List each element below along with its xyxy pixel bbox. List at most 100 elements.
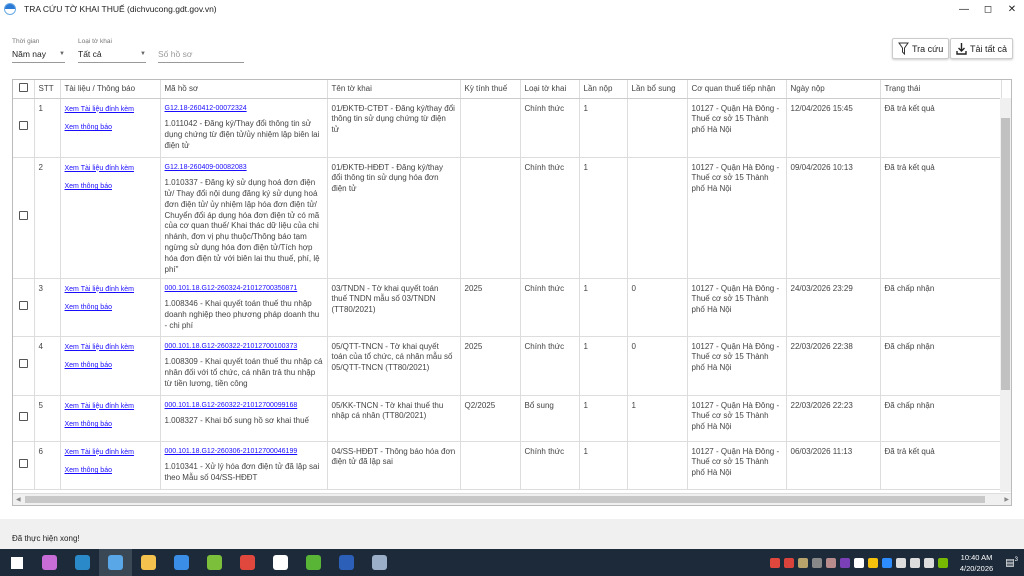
record-code-link[interactable]: 000.101.18.G12-260322-21012700100373 (164, 342, 298, 350)
cell-office: 10127 - Quận Hà Đông - Thuế cơ sở 15 Thà… (687, 157, 787, 279)
onenote-icon[interactable] (839, 557, 850, 568)
taskbar-app[interactable] (33, 549, 66, 576)
row-checkbox[interactable] (18, 458, 28, 468)
column-header[interactable]: Tên tờ khai (327, 80, 461, 99)
view-attachment-link[interactable]: Xem Tài liệu đính kèm (64, 285, 135, 293)
scroll-left-icon[interactable]: ◀ (16, 497, 21, 503)
vivaldi-icon[interactable] (783, 557, 794, 568)
status-message: Đã thực hiện xong! (12, 534, 80, 543)
app-tray2-icon[interactable] (825, 557, 836, 568)
zoom-icon[interactable] (881, 557, 892, 568)
row-checkbox[interactable] (18, 411, 28, 421)
table-row[interactable]: 5 Xem Tài liệu đính kèm Xem thông báo 000.1… (13, 395, 1002, 442)
taskbar-app[interactable] (297, 549, 330, 576)
view-notice-link[interactable]: Xem thông báo (64, 183, 112, 191)
taskbar-app[interactable] (264, 549, 297, 576)
column-header[interactable]: Mã hồ sơ (160, 80, 328, 99)
battery-icon[interactable] (895, 557, 906, 568)
cell-date: 22/03/2026 22:23 (786, 395, 881, 442)
view-attachment-link[interactable]: Xem Tài liệu đính kèm (64, 402, 135, 410)
view-notice-link[interactable]: Xem thông báo (64, 421, 112, 429)
view-notice-link[interactable]: Xem thông báo (64, 124, 112, 132)
record-code-link[interactable]: G12.18-260412-00072324 (164, 104, 247, 112)
column-header[interactable]: Lần bổ sung (627, 80, 688, 99)
table-row[interactable]: 6 Xem Tài liệu đính kèm Xem thông báo 000.1… (13, 441, 1002, 490)
record-code-link[interactable]: 000.101.18.G12-260324-21012700350871 (164, 284, 298, 292)
row-checkbox[interactable] (18, 300, 28, 310)
type-filter-label: Loại tờ khai (78, 38, 112, 45)
network-off-icon[interactable] (811, 557, 822, 568)
close-button[interactable]: ✕ (1007, 3, 1017, 15)
procedure-text: 1.008346 - Khai quyết toán thuế thu nhập… (164, 299, 320, 330)
column-header[interactable]: STT (34, 80, 61, 99)
record-code-link[interactable]: 000.101.18.G12-260322-21012700099168 (164, 401, 298, 409)
search-button[interactable]: Tra cứu (892, 38, 950, 59)
vertical-scrollbar[interactable] (1000, 98, 1011, 492)
row-stt: 5 (34, 395, 61, 442)
record-code-link[interactable]: G12.18-260409-00082083 (164, 163, 247, 171)
taskbar-app[interactable] (330, 549, 363, 576)
minimize-button[interactable]: — (959, 3, 969, 15)
taskbar-app[interactable] (198, 549, 231, 576)
table-row[interactable]: 1 Xem Tài liệu đính kèm Xem thông báo G12.1… (13, 98, 1002, 158)
view-attachment-link[interactable]: Xem Tài liệu đính kèm (64, 448, 135, 456)
record-number-input[interactable]: Số hồ sơ (158, 38, 244, 63)
vertical-scroll-thumb[interactable] (1001, 118, 1010, 390)
cell-submit-no: 1 (579, 395, 628, 442)
row-checkbox[interactable] (18, 359, 28, 369)
maximize-button[interactable]: ◻ (983, 3, 993, 15)
cell-type: Chính thức (520, 336, 580, 396)
column-header[interactable]: Trạng thái (880, 80, 1002, 99)
scroll-right-icon[interactable]: ▶ (1004, 497, 1009, 503)
cell-period (460, 157, 521, 279)
taskbar-app[interactable] (66, 549, 99, 576)
view-attachment-link[interactable]: Xem Tài liệu đính kèm (64, 343, 135, 351)
taskbar-app[interactable] (99, 549, 132, 576)
outlook-icon[interactable] (769, 557, 780, 568)
row-stt: 4 (34, 336, 61, 396)
app-tray-icon[interactable] (797, 557, 808, 568)
taskbar-app[interactable] (231, 549, 264, 576)
nvidia-icon[interactable] (937, 557, 948, 568)
table-row[interactable]: 2 Xem Tài liệu đính kèm Xem thông báo G12.1… (13, 157, 1002, 279)
type-filter[interactable]: Loại tờ khai Tất cả ▼ (78, 38, 146, 63)
google-drive-icon[interactable] (867, 557, 878, 568)
column-header[interactable]: Cơ quan thuế tiếp nhận (687, 80, 787, 99)
cell-period: Q2/2025 (460, 395, 521, 442)
taskbar-app[interactable] (132, 549, 165, 576)
taskbar-app[interactable] (363, 549, 396, 576)
notification-icon[interactable]: ▤3 (1005, 556, 1018, 569)
select-all-checkbox[interactable] (18, 83, 28, 93)
table-row[interactable]: 3 Xem Tài liệu đính kèm Xem thông báo 000.1… (13, 278, 1002, 337)
row-checkbox[interactable] (18, 121, 28, 131)
view-attachment-link[interactable]: Xem Tài liệu đính kèm (64, 164, 135, 172)
clock[interactable]: 10:40 AM 4/20/2026 (960, 552, 993, 574)
dropbox-icon[interactable] (853, 557, 864, 568)
view-notice-link[interactable]: Xem thông báo (64, 362, 112, 370)
chrome-icon (240, 555, 255, 570)
time-filter[interactable]: Thời gian Năm nay ▼ (12, 38, 65, 63)
procedure-text: 1.008309 - Khai quyết toán thuế thu nhập… (164, 357, 323, 388)
cell-supplement-no (627, 157, 688, 279)
table-row[interactable]: 4 Xem Tài liệu đính kèm Xem thông báo 000.1… (13, 336, 1002, 396)
taskbar-app[interactable] (0, 549, 33, 576)
column-header[interactable]: Loại tờ khai (520, 80, 580, 99)
record-code-link[interactable]: 000.101.18.G12-260306-21012700046199 (164, 447, 298, 455)
horizontal-scroll-thumb[interactable] (25, 496, 985, 503)
declarations-table: STT Tài liệu / Thông báo Mã hồ sơ Tên tờ kh… (12, 79, 1012, 506)
app-logo-icon (4, 3, 16, 15)
column-header[interactable]: Lần nộp (579, 80, 628, 99)
view-attachment-link[interactable]: Xem Tài liệu đính kèm (64, 105, 135, 113)
view-notice-link[interactable]: Xem thông báo (64, 304, 112, 312)
horizontal-scrollbar[interactable]: ◀ ▶ (13, 493, 1011, 505)
column-header[interactable]: Kỳ tính thuế (460, 80, 521, 99)
download-all-button[interactable]: Tải tất cả (950, 38, 1014, 59)
column-header[interactable]: Tài liệu / Thông báo (60, 80, 161, 99)
column-header[interactable]: Ngày nộp (786, 80, 881, 99)
display-icon[interactable] (923, 557, 934, 568)
volume-icon[interactable] (909, 557, 920, 568)
taskbar-app[interactable] (165, 549, 198, 576)
app-icon (75, 555, 90, 570)
row-checkbox[interactable] (18, 211, 28, 221)
view-notice-link[interactable]: Xem thông báo (64, 467, 112, 475)
